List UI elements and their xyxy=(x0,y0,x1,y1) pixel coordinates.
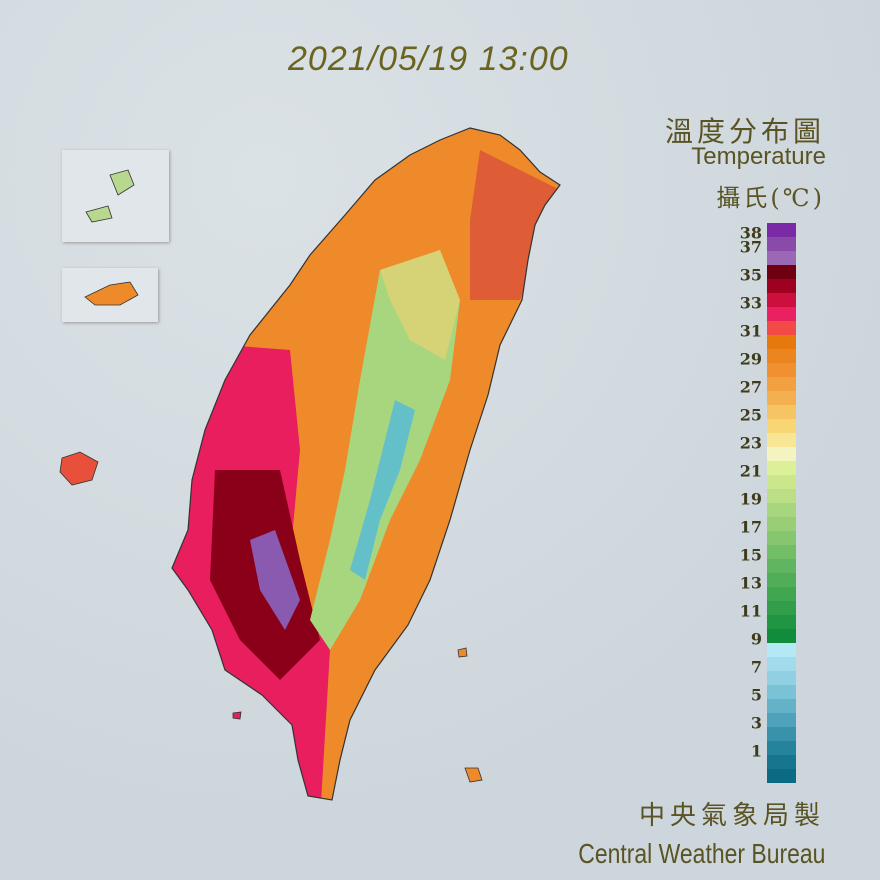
legend-swatch xyxy=(767,475,796,489)
legend-label: 5 xyxy=(750,685,762,705)
legend-swatch xyxy=(767,349,796,363)
legend-swatch xyxy=(767,755,796,769)
title-en: Temperature xyxy=(691,143,826,170)
legend-label: 38 xyxy=(739,223,762,243)
legend-label: 3 xyxy=(750,713,762,733)
legend-label: 29 xyxy=(739,349,762,369)
legend-swatch xyxy=(767,335,796,349)
legend-swatch xyxy=(767,671,796,685)
legend-swatch xyxy=(767,391,796,405)
legend-label: 35 xyxy=(739,265,762,285)
legend-swatch xyxy=(767,559,796,573)
legend-swatch xyxy=(767,657,796,671)
legend-swatch xyxy=(767,433,796,447)
legend-swatch xyxy=(767,685,796,699)
legend-swatch xyxy=(767,713,796,727)
legend-swatch xyxy=(767,363,796,377)
legend-swatch xyxy=(767,223,796,237)
legend-swatch xyxy=(767,629,796,643)
legend-label: 25 xyxy=(739,405,762,425)
legend-swatch xyxy=(767,601,796,615)
legend-label: 37 xyxy=(739,237,762,257)
legend-swatch xyxy=(767,727,796,741)
legend-label: 13 xyxy=(739,573,762,593)
legend-swatch xyxy=(767,573,796,587)
legend-label: 7 xyxy=(750,657,762,677)
legend-label: 1 xyxy=(750,741,762,761)
legend-label: 33 xyxy=(739,293,762,313)
legend-label: 9 xyxy=(750,629,762,649)
legend-swatch xyxy=(767,643,796,657)
legend-swatch xyxy=(767,489,796,503)
legend-swatch xyxy=(767,405,796,419)
legend-swatch xyxy=(767,307,796,321)
legend-swatch xyxy=(767,517,796,531)
legend-swatch xyxy=(767,237,796,251)
legend-label: 19 xyxy=(739,489,762,509)
legend-swatch xyxy=(767,293,796,307)
inset-matsu xyxy=(62,150,169,242)
color-scale-bar xyxy=(767,223,796,783)
timestamp: 2021/05/19 13:00 xyxy=(288,40,569,78)
legend-swatch xyxy=(767,461,796,475)
legend-swatch xyxy=(767,279,796,293)
legend-swatch xyxy=(767,699,796,713)
legend-swatch xyxy=(767,503,796,517)
taiwan-main-island xyxy=(172,128,560,800)
unit-label: 攝氏(℃) xyxy=(716,184,825,212)
credit-en: Central Weather Bureau xyxy=(577,838,825,869)
legend-swatch xyxy=(767,377,796,391)
title-zh: 溫度分布圖 xyxy=(664,115,825,148)
legend-swatch xyxy=(767,615,796,629)
legend-swatch xyxy=(767,265,796,279)
legend-swatch xyxy=(767,587,796,601)
legend-label: 23 xyxy=(739,433,762,453)
legend-label: 11 xyxy=(739,601,762,621)
credit-zh: 中央氣象局製 xyxy=(638,801,825,831)
legend-swatch xyxy=(767,741,796,755)
legend-swatch xyxy=(767,419,796,433)
legend-swatch xyxy=(767,545,796,559)
legend-swatch xyxy=(767,447,796,461)
legend-label: 17 xyxy=(739,517,762,537)
legend-label: 15 xyxy=(739,545,762,565)
legend-label: 21 xyxy=(739,461,762,481)
legend-label: 31 xyxy=(739,321,762,341)
legend-swatch xyxy=(767,769,796,783)
legend-swatch xyxy=(767,321,796,335)
legend-swatch xyxy=(767,531,796,545)
legend-swatch xyxy=(767,251,796,265)
legend-label: 27 xyxy=(739,377,762,397)
outlying-islands xyxy=(59,169,483,783)
